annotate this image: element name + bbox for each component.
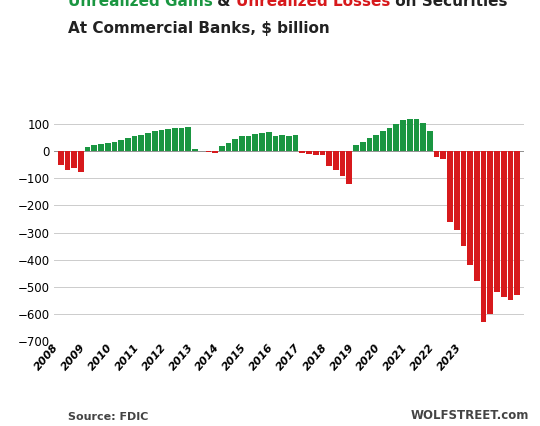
Bar — [293, 135, 299, 151]
Text: Source: FDIC: Source: FDIC — [68, 412, 148, 422]
Bar — [481, 151, 487, 322]
Bar — [65, 151, 70, 170]
Bar — [400, 120, 406, 151]
Bar — [145, 133, 151, 151]
Bar — [353, 144, 359, 151]
Bar — [112, 142, 117, 151]
Bar — [199, 150, 205, 151]
Bar — [313, 151, 319, 155]
Bar — [467, 151, 473, 265]
Bar — [219, 146, 225, 151]
Bar — [152, 131, 158, 151]
Bar — [407, 119, 413, 151]
Bar — [58, 151, 64, 165]
Bar — [118, 140, 124, 151]
Text: Unrealized Gains: Unrealized Gains — [68, 0, 212, 9]
Bar — [232, 139, 238, 151]
Bar — [286, 135, 292, 151]
Text: on Securities: on Securities — [390, 0, 508, 9]
Bar — [494, 151, 500, 292]
Bar — [253, 134, 258, 151]
Bar — [172, 128, 178, 151]
Bar — [132, 136, 137, 151]
Bar — [501, 151, 507, 297]
Bar — [239, 136, 245, 151]
Bar — [300, 151, 305, 153]
Bar — [192, 149, 198, 151]
Bar — [212, 151, 218, 153]
Bar — [105, 143, 111, 151]
Bar — [367, 138, 372, 151]
Bar — [273, 136, 278, 151]
Bar — [78, 151, 84, 172]
Bar — [394, 124, 399, 151]
Bar — [333, 151, 339, 170]
Bar — [514, 151, 520, 295]
Bar — [373, 135, 379, 151]
Bar — [441, 151, 446, 159]
Bar — [159, 130, 164, 151]
Bar — [454, 151, 460, 230]
Bar — [85, 147, 90, 151]
Bar — [306, 151, 312, 153]
Bar — [71, 151, 77, 167]
Text: At Commercial Banks, $ billion: At Commercial Banks, $ billion — [68, 21, 329, 36]
Bar — [266, 132, 272, 151]
Bar — [474, 151, 480, 281]
Bar — [340, 151, 346, 176]
Bar — [461, 151, 466, 246]
Bar — [179, 127, 184, 151]
Bar — [185, 127, 191, 151]
Bar — [226, 143, 231, 151]
Text: Unrealized Losses: Unrealized Losses — [236, 0, 390, 9]
Bar — [91, 145, 97, 151]
Bar — [420, 123, 426, 151]
Bar — [387, 127, 393, 151]
Bar — [125, 138, 131, 151]
Bar — [98, 144, 104, 151]
Bar — [165, 129, 171, 151]
Bar — [414, 119, 419, 151]
Bar — [246, 135, 252, 151]
Bar — [380, 131, 386, 151]
Bar — [488, 151, 493, 314]
Bar — [279, 135, 285, 151]
Bar — [138, 135, 144, 151]
Text: WOLFSTREET.com: WOLFSTREET.com — [411, 409, 529, 422]
Text: &: & — [212, 0, 236, 9]
Bar — [347, 151, 352, 184]
Bar — [434, 151, 440, 157]
Bar — [320, 151, 325, 155]
Bar — [508, 151, 513, 300]
Bar — [259, 133, 265, 151]
Bar — [427, 131, 433, 151]
Bar — [360, 142, 366, 151]
Bar — [326, 151, 332, 166]
Bar — [447, 151, 453, 222]
Bar — [206, 151, 211, 152]
